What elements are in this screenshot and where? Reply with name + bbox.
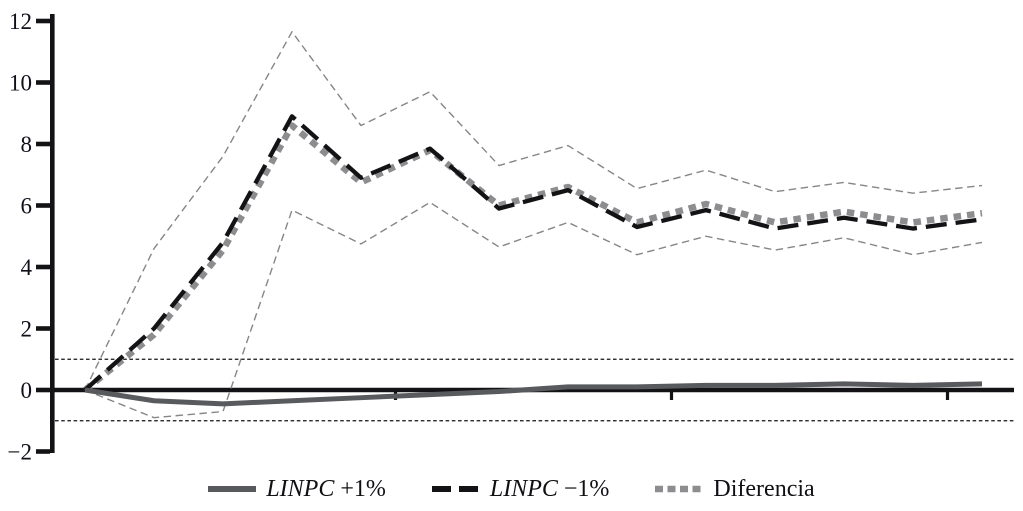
y-axis-label: 2 bbox=[21, 317, 33, 342]
y-axis-label: −2 bbox=[8, 440, 32, 465]
y-axis-label: 10 bbox=[9, 71, 32, 96]
y-axis-label: 4 bbox=[21, 255, 33, 280]
legend-label-linpc-plus1: LINPC +1% bbox=[266, 475, 386, 502]
legend-swatch-gray-dashed-line bbox=[655, 485, 704, 493]
y-axis-label: 12 bbox=[9, 9, 32, 34]
legend-swatch-black-dashed-line bbox=[431, 486, 480, 492]
legend-item-diferencia: Diferencia bbox=[655, 475, 815, 503]
legend-label-diferencia: Diferencia bbox=[713, 475, 815, 502]
legend-item-linpc-minus1: LINPC −1% bbox=[431, 475, 610, 503]
series-diferencia bbox=[82, 122, 983, 393]
legend-label-linpc-minus1: LINPC −1% bbox=[489, 475, 610, 502]
chart-legend: LINPC +1% LINPC −1% Diferencia bbox=[0, 471, 1023, 507]
legend-item-linpc-plus1: LINPC +1% bbox=[208, 476, 386, 503]
series-confidence-band-upper bbox=[84, 31, 983, 391]
legend-swatch-solid-gray-line bbox=[208, 486, 257, 492]
y-axis-label: 6 bbox=[21, 194, 33, 219]
y-axis-label: 0 bbox=[21, 378, 33, 403]
y-axis-label: 8 bbox=[21, 132, 33, 157]
series-linpc-1- bbox=[84, 381, 983, 407]
series-linpc-1- bbox=[83, 114, 983, 392]
